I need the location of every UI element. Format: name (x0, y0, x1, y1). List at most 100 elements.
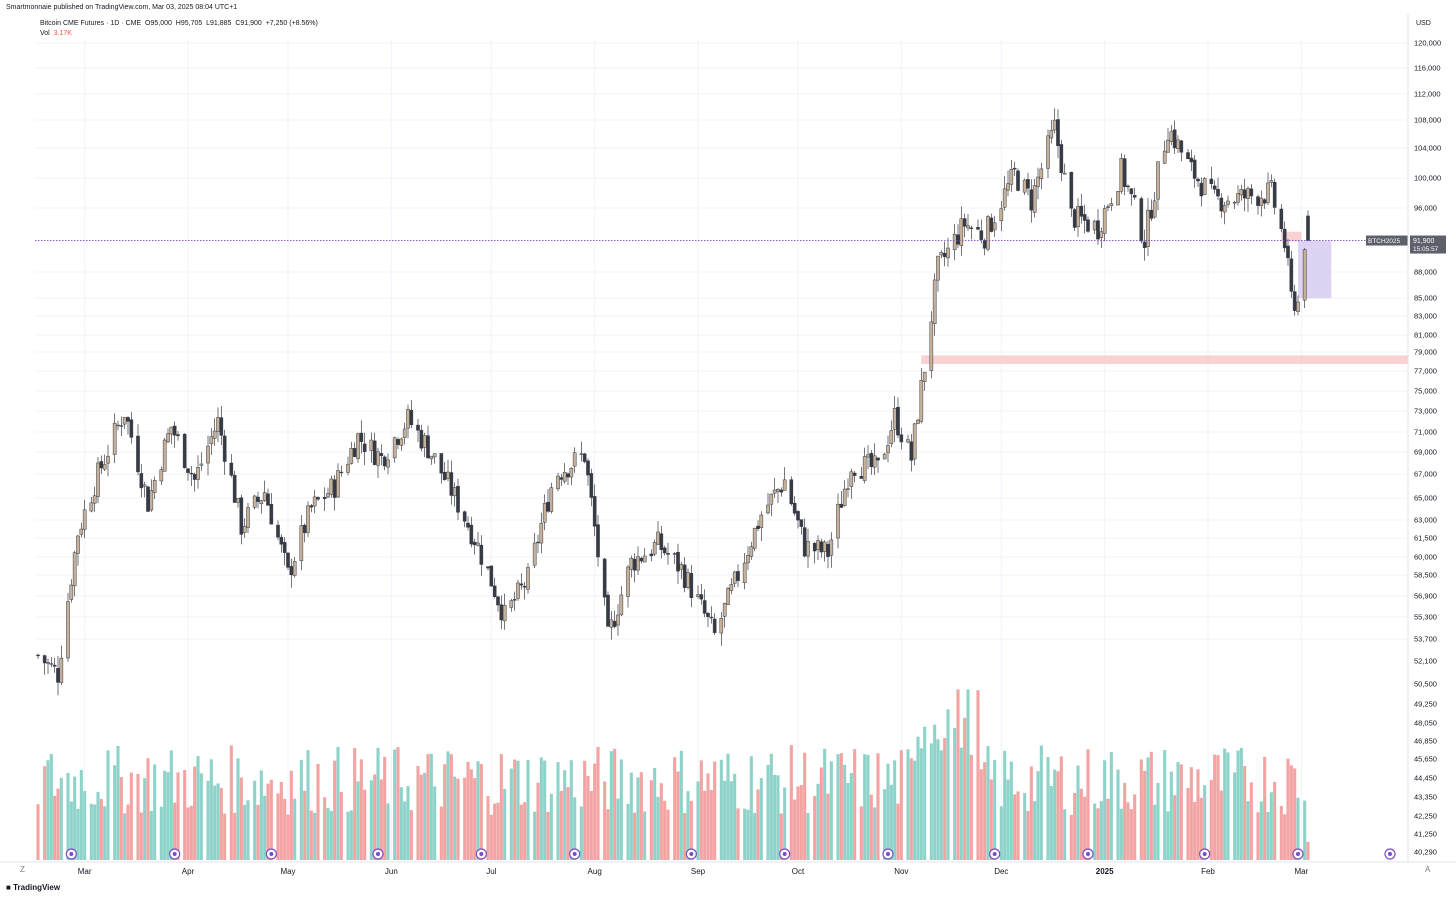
candle[interactable] (122, 416, 127, 429)
candle[interactable] (142, 481, 147, 498)
candle[interactable] (736, 564, 740, 588)
candle[interactable] (962, 213, 967, 238)
candle[interactable] (1109, 197, 1114, 211)
candle[interactable] (946, 237, 950, 267)
candle[interactable] (1049, 120, 1054, 144)
candle[interactable] (732, 570, 737, 588)
candle[interactable] (362, 432, 367, 466)
candle[interactable] (352, 442, 357, 458)
candle[interactable] (596, 515, 600, 567)
candle[interactable] (96, 457, 100, 504)
candle[interactable] (192, 472, 197, 492)
candle[interactable] (886, 435, 890, 463)
candle[interactable] (609, 611, 614, 640)
candle[interactable] (302, 523, 307, 543)
candle[interactable] (279, 534, 284, 553)
event-marker[interactable] (169, 848, 181, 860)
candle[interactable] (1146, 198, 1150, 256)
candle[interactable] (1006, 170, 1010, 197)
candle[interactable] (99, 455, 104, 474)
candle[interactable] (532, 532, 537, 568)
candle[interactable] (826, 540, 830, 569)
candle[interactable] (1212, 180, 1217, 194)
candle[interactable] (1156, 161, 1160, 211)
candle[interactable] (52, 657, 57, 673)
candle[interactable] (1192, 155, 1197, 188)
candle[interactable] (606, 591, 610, 628)
candle[interactable] (1266, 172, 1270, 206)
candle[interactable] (492, 577, 497, 599)
candle[interactable] (1069, 171, 1074, 217)
candle[interactable] (712, 613, 717, 635)
candle[interactable] (1169, 125, 1174, 146)
candle[interactable] (846, 478, 850, 498)
candle[interactable] (989, 213, 994, 233)
candle[interactable] (426, 425, 430, 459)
candle[interactable] (126, 416, 130, 435)
candle[interactable] (456, 478, 460, 521)
candle[interactable] (1122, 154, 1127, 196)
event-marker[interactable] (882, 848, 894, 860)
candle[interactable] (1292, 284, 1297, 316)
candle[interactable] (442, 462, 447, 481)
candle[interactable] (546, 489, 550, 513)
candle[interactable] (422, 432, 427, 458)
candle[interactable] (1272, 178, 1277, 215)
candle[interactable] (516, 579, 520, 601)
candle[interactable] (1172, 120, 1177, 154)
candle[interactable] (339, 465, 344, 477)
candle[interactable] (829, 532, 834, 568)
candle[interactable] (589, 468, 594, 507)
candle[interactable] (852, 471, 857, 483)
candle[interactable] (766, 492, 770, 515)
candle[interactable] (1176, 135, 1180, 153)
candle[interactable] (1236, 185, 1240, 206)
candle[interactable] (816, 535, 820, 561)
candle[interactable] (356, 432, 360, 463)
candle[interactable] (729, 578, 734, 595)
candle[interactable] (1269, 174, 1274, 188)
candle[interactable] (569, 467, 574, 486)
candle[interactable] (369, 432, 374, 463)
candle[interactable] (392, 436, 397, 463)
candle[interactable] (472, 538, 477, 555)
candle[interactable] (216, 407, 220, 443)
candle[interactable] (139, 464, 144, 498)
candle[interactable] (956, 224, 960, 248)
candle[interactable] (1039, 162, 1044, 190)
candle[interactable] (79, 522, 84, 538)
candle[interactable] (246, 502, 250, 534)
event-marker[interactable] (1082, 848, 1094, 860)
candle[interactable] (409, 399, 414, 429)
candle[interactable] (499, 595, 504, 630)
candle[interactable] (822, 540, 827, 562)
candle[interactable] (432, 453, 437, 464)
candle[interactable] (519, 573, 524, 590)
candle[interactable] (1239, 184, 1244, 201)
candle[interactable] (656, 521, 660, 546)
candle[interactable] (1022, 178, 1027, 195)
candle[interactable] (76, 534, 80, 566)
candle[interactable] (796, 510, 800, 529)
event-marker[interactable] (475, 848, 487, 860)
candle[interactable] (889, 420, 894, 448)
candle[interactable] (909, 434, 914, 472)
candle[interactable] (186, 468, 190, 481)
candle[interactable] (172, 421, 177, 448)
candle[interactable] (1302, 248, 1307, 308)
candle[interactable] (756, 520, 760, 532)
candle[interactable] (662, 545, 667, 556)
candle[interactable] (229, 454, 234, 478)
candle[interactable] (69, 579, 74, 603)
event-marker[interactable] (779, 848, 791, 860)
candle[interactable] (619, 585, 624, 617)
candle[interactable] (1102, 205, 1107, 242)
candle[interactable] (992, 215, 997, 237)
candle[interactable] (49, 656, 54, 668)
candle[interactable] (396, 437, 400, 449)
candle[interactable] (952, 224, 957, 261)
candle[interactable] (1189, 149, 1194, 172)
candle[interactable] (496, 595, 500, 612)
candle[interactable] (262, 480, 267, 502)
candle[interactable] (592, 484, 597, 536)
